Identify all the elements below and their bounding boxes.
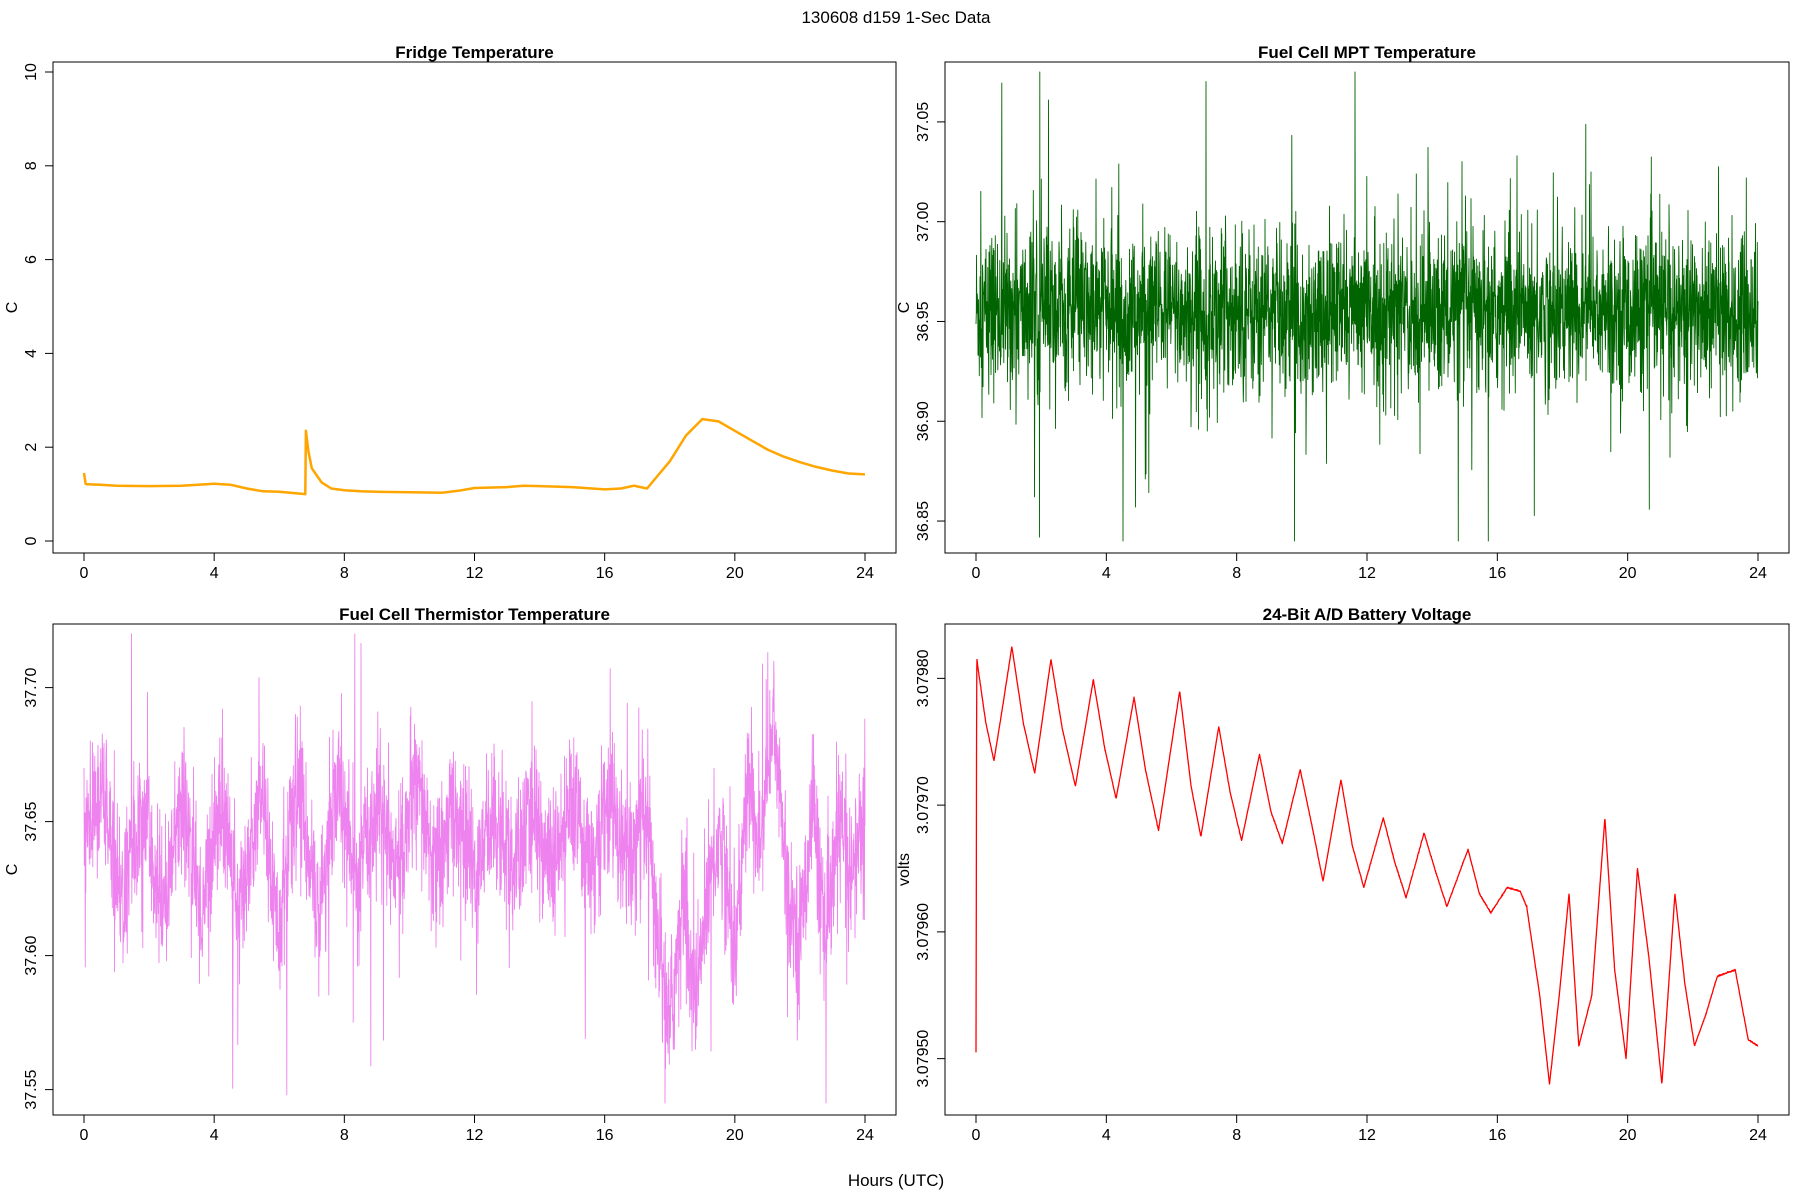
x-tick-label: 24 — [856, 1127, 874, 1144]
y-axis-label: C — [896, 302, 913, 314]
series-line — [82, 417, 866, 496]
x-tick-label: 12 — [466, 565, 484, 582]
x-tick-label: 16 — [1488, 565, 1506, 582]
y-tick-label: 10 — [23, 63, 40, 81]
x-tick-label: 16 — [1488, 1127, 1506, 1144]
series-line — [975, 71, 1759, 542]
y-tick-label: 37.70 — [23, 667, 40, 707]
x-tick-label: 20 — [1619, 1127, 1637, 1144]
x-tick-label: 0 — [972, 565, 981, 582]
x-tick-label: 24 — [1749, 1127, 1767, 1144]
y-axis-label: C — [4, 864, 21, 876]
y-axis-label: C — [4, 302, 21, 314]
y-tick-label: 8 — [23, 161, 40, 170]
chart-title: Fridge Temperature — [395, 43, 553, 62]
chart-title: 24-Bit A/D Battery Voltage — [1263, 605, 1472, 624]
x-tick-label: 20 — [726, 1127, 744, 1144]
x-tick-label: 12 — [1358, 565, 1376, 582]
x-tick-label: 0 — [80, 565, 89, 582]
y-tick-label: 37.55 — [23, 1069, 40, 1109]
panel-fuel-cell-thermistor-temperature: Fuel Cell Thermistor Temperature 0 4 8 12 16 2… — [4, 605, 897, 1144]
x-tick-label: 8 — [340, 1127, 349, 1144]
y-tick-label: 36.95 — [915, 301, 932, 341]
y-tick-label: 6 — [23, 255, 40, 264]
x-tick-label: 4 — [210, 1127, 219, 1144]
figure-title: 130608 d159 1-Sec Data — [801, 8, 991, 27]
x-tick-label: 4 — [210, 565, 219, 582]
x-tick-label: 0 — [972, 1127, 981, 1144]
x-tick-label: 8 — [1232, 1127, 1241, 1144]
y-tick-label: 36.90 — [915, 401, 932, 441]
y-tick-label: 3.07980 — [915, 649, 932, 707]
x-tick-label: 12 — [466, 1127, 484, 1144]
x-tick-label: 16 — [596, 1127, 614, 1144]
x-tick-label: 8 — [1232, 565, 1241, 582]
panel-fuel-cell-mpt-temperature: Fuel Cell MPT Temperature 0 4 8 12 16 20 24 36.8… — [896, 43, 1790, 582]
x-tick-label: 4 — [1102, 565, 1111, 582]
series-line — [83, 633, 866, 1104]
y-tick-label: 0 — [23, 536, 40, 545]
y-tick-label: 3.07950 — [915, 1030, 932, 1088]
x-tick-label: 4 — [1102, 1127, 1111, 1144]
y-tick-label: 4 — [23, 349, 40, 358]
panel-battery-voltage: 24-Bit A/D Battery Voltage 0 4 8 12 16 20 24 3.0… — [896, 605, 1790, 1144]
y-tick-label: 37.05 — [915, 102, 932, 142]
y-tick-label: 37.60 — [23, 935, 40, 975]
x-tick-label: 0 — [80, 1127, 89, 1144]
x-tick-label: 16 — [596, 565, 614, 582]
series-line — [975, 646, 1759, 1085]
x-tick-label: 12 — [1358, 1127, 1376, 1144]
x-tick-label: 24 — [1749, 565, 1767, 582]
y-tick-label: 3.07970 — [915, 776, 932, 834]
chart-title: Fuel Cell Thermistor Temperature — [339, 605, 610, 624]
y-tick-label: 37.00 — [915, 202, 932, 242]
y-tick-label: 37.65 — [23, 801, 40, 841]
x-tick-label: 8 — [340, 565, 349, 582]
x-tick-label: 20 — [1619, 565, 1637, 582]
y-axis-label: volts — [896, 853, 913, 886]
y-tick-label: 36.85 — [915, 501, 932, 541]
x-tick-label: 24 — [856, 565, 874, 582]
y-tick-label: 3.07960 — [915, 903, 932, 961]
shared-x-axis-label: Hours (UTC) — [848, 1171, 944, 1190]
x-tick-label: 20 — [726, 565, 744, 582]
y-tick-label: 2 — [23, 443, 40, 452]
chart-title: Fuel Cell MPT Temperature — [1258, 43, 1476, 62]
